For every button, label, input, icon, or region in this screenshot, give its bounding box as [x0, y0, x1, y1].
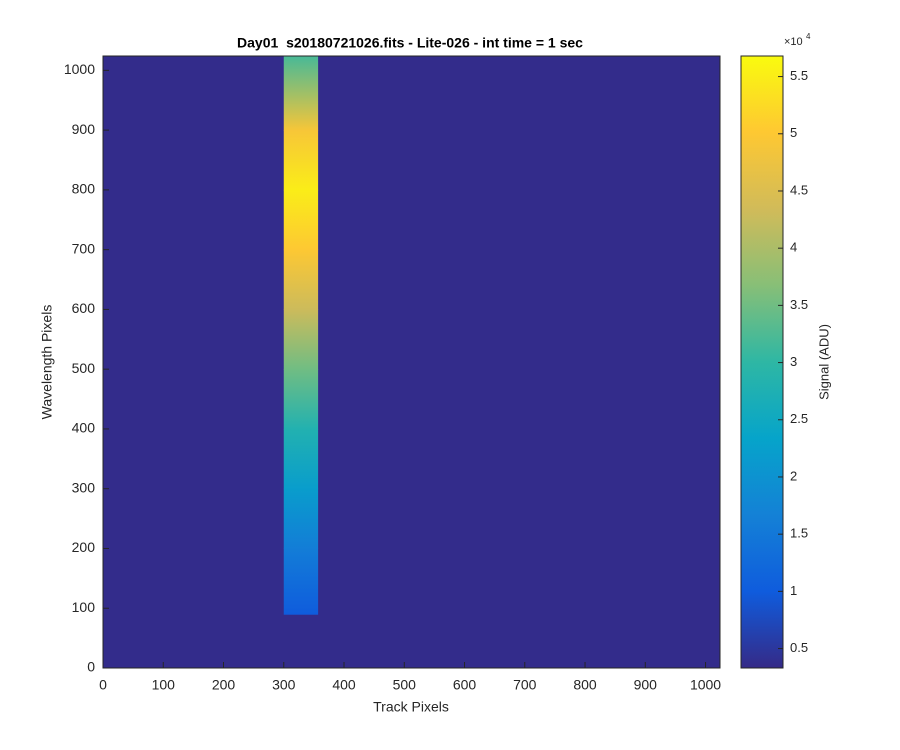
colorbar-tick-label: 3 — [790, 354, 797, 369]
colorbar-tick-label: 0.5 — [790, 640, 808, 655]
y-tick-label: 300 — [72, 479, 96, 495]
y-tick-label: 600 — [72, 300, 96, 316]
colorbar-tick-label: 5 — [790, 125, 797, 140]
colorbar-tick-label: 1 — [790, 583, 797, 598]
axes-box — [102, 55, 721, 669]
x-tick-label: 600 — [453, 677, 477, 693]
y-tick-label: 200 — [72, 539, 96, 555]
stripe-segment — [283, 249, 319, 310]
colorbar-label: Signal (ADU) — [816, 324, 831, 400]
y-tick-label: 100 — [72, 599, 96, 615]
y-tick-label: 500 — [72, 360, 96, 376]
x-tick-label: 100 — [152, 677, 176, 693]
background — [103, 56, 720, 668]
x-tick-label: 0 — [99, 677, 107, 693]
x-tick-label: 300 — [272, 677, 296, 693]
stripe-segment — [283, 309, 319, 370]
colorbar — [740, 55, 784, 669]
x-tick-label: 200 — [212, 677, 236, 693]
x-tick-label: 400 — [332, 677, 356, 693]
stripe-segment — [283, 56, 319, 131]
y-tick-label: 1000 — [64, 61, 95, 77]
x-tick-label: 500 — [393, 677, 417, 693]
stripe-segment — [283, 130, 319, 191]
y-tick-label: 900 — [72, 121, 96, 137]
x-tick-label: 700 — [513, 677, 537, 693]
colorbar-multiplier: ×10 — [784, 36, 803, 48]
colorbar-tick-label: 5.5 — [790, 68, 808, 83]
colorbar-exponent: 4 — [806, 32, 811, 41]
y-tick-label: 400 — [72, 420, 96, 436]
y-tick-label: 700 — [72, 240, 96, 256]
x-tick-label: 900 — [634, 677, 658, 693]
colorbar-tick-label: 1.5 — [790, 526, 808, 541]
colorbar-tick-label: 2.5 — [790, 411, 808, 426]
x-tick-label: 1000 — [690, 677, 721, 693]
y-tick-label: 800 — [72, 181, 96, 197]
y-tick-label: 0 — [87, 659, 95, 675]
chart-title: Day01 s20180721026.fits - Lite-026 - int… — [237, 35, 583, 51]
stripe-segment — [283, 548, 319, 615]
colorbar-tick-label: 4.5 — [790, 182, 808, 197]
stripe-segment — [283, 428, 319, 490]
y-axis-label: Wavelength Pixels — [39, 305, 55, 420]
x-axis-label: Track Pixels — [373, 699, 449, 715]
colorbar-tick-label: 3.5 — [790, 297, 808, 312]
stripe-segment — [283, 488, 319, 549]
colorbar-tick-label: 2 — [790, 468, 797, 483]
colorbar-tick-label: 4 — [790, 240, 797, 255]
stripe-segment — [283, 189, 319, 251]
x-tick-label: 800 — [573, 677, 597, 693]
stripe-segment — [283, 369, 319, 430]
